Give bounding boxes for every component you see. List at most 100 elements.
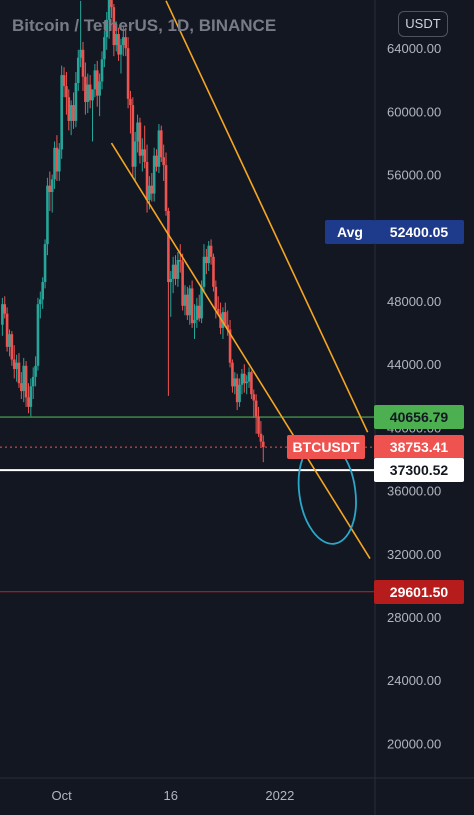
candle-body (228, 329, 232, 363)
chart-title: Bitcoin / TetherUS, 1D, BINANCE (12, 16, 277, 35)
candle-body (24, 365, 28, 398)
candle-body (60, 75, 63, 150)
candle-body (159, 130, 163, 158)
candle-body (126, 48, 130, 99)
y-tick-label: 64000.00 (387, 41, 441, 56)
x-tick-label: 2022 (265, 788, 294, 803)
current-price-tag: 38753.41 (374, 435, 464, 460)
candle-body (143, 149, 146, 162)
candle-body (119, 45, 123, 55)
candle-body (122, 37, 125, 46)
candle-body (10, 334, 14, 360)
candle-body (67, 97, 71, 121)
candle-body (214, 286, 218, 309)
candle-body (152, 155, 156, 194)
candle-body (141, 149, 144, 156)
y-tick-label: 36000.00 (387, 484, 441, 499)
candle-body (138, 122, 142, 156)
x-tick-label: Oct (52, 788, 73, 803)
support-level-tag-red: 29601.50 (374, 579, 464, 604)
candle-body (254, 400, 258, 417)
candle-body (62, 75, 66, 87)
candle-body (202, 256, 206, 287)
candle-body (69, 105, 73, 121)
candle-body (188, 288, 192, 316)
candle-body (43, 244, 47, 283)
candle-body (181, 261, 184, 306)
candle-body (93, 70, 97, 90)
y-tick-label: 28000.00 (387, 610, 441, 625)
candle-body (72, 105, 75, 121)
candle-body (216, 308, 220, 314)
candle-body (238, 384, 241, 403)
support-level-tag-white: 37300.52 (374, 458, 464, 483)
candle-body (57, 149, 61, 172)
candle-body (22, 365, 26, 392)
candle-body (50, 179, 54, 193)
candle-body (103, 37, 106, 60)
candle-body (205, 256, 208, 264)
candle-body (74, 82, 78, 121)
candle-body (162, 157, 165, 166)
candle-body (110, 0, 113, 8)
candle-body (36, 304, 40, 366)
candle-body (79, 49, 82, 58)
y-tick-label: 24000.00 (387, 673, 441, 688)
candle-body (48, 185, 52, 193)
avg-label: Avg (325, 219, 375, 244)
candle-body (53, 147, 56, 180)
candle-body (133, 141, 137, 167)
candle-body (12, 359, 16, 369)
candle-body (186, 294, 189, 316)
candle-body (15, 362, 18, 369)
candle-body (195, 305, 199, 320)
candle-body (91, 89, 94, 101)
candle-body (157, 130, 161, 167)
candle-body (129, 98, 132, 106)
y-tick-label: 20000.00 (387, 736, 441, 751)
candle-body (197, 305, 201, 319)
y-tick-label: 32000.00 (387, 547, 441, 562)
candle-body (84, 76, 87, 102)
candle-body (86, 84, 90, 102)
candle-body (95, 70, 99, 96)
candle-body (27, 397, 30, 407)
candle-body (105, 19, 109, 38)
candle-body (34, 365, 37, 377)
candle-body (124, 37, 128, 49)
candle-body (81, 49, 85, 77)
candle-body (136, 122, 139, 142)
candle-body (257, 416, 260, 434)
candle-body (98, 81, 101, 96)
candle-body (76, 57, 80, 83)
channel-lower-line (110, 142, 371, 559)
candle-body (193, 319, 196, 324)
candle-body (114, 34, 118, 46)
candle-body (164, 165, 168, 211)
candle-body (240, 373, 244, 385)
candle-body (233, 378, 237, 387)
symbol-tag: BTCUSDT (287, 435, 365, 460)
y-tick-label: 44000.00 (387, 357, 441, 372)
candle-body (247, 372, 251, 382)
candle-body (183, 294, 187, 306)
candle-body (31, 376, 35, 387)
candle-body (117, 34, 120, 55)
candle-body (65, 86, 68, 98)
candle-body (242, 373, 246, 384)
candle-body (221, 312, 225, 328)
candle-body (131, 105, 135, 167)
candle-body (200, 286, 203, 319)
candle-body (107, 0, 111, 20)
candle-body (178, 259, 182, 262)
support-level-tag-green: 40656.79 (374, 405, 464, 430)
candle-body (167, 210, 170, 283)
channel-upper-line (165, 0, 369, 433)
candle-body (88, 84, 92, 101)
y-tick-label: 60000.00 (387, 104, 441, 119)
currency-badge[interactable]: USDT (398, 11, 448, 37)
candle-body (100, 59, 104, 82)
candle-body (252, 394, 256, 401)
candle-body (261, 441, 265, 448)
